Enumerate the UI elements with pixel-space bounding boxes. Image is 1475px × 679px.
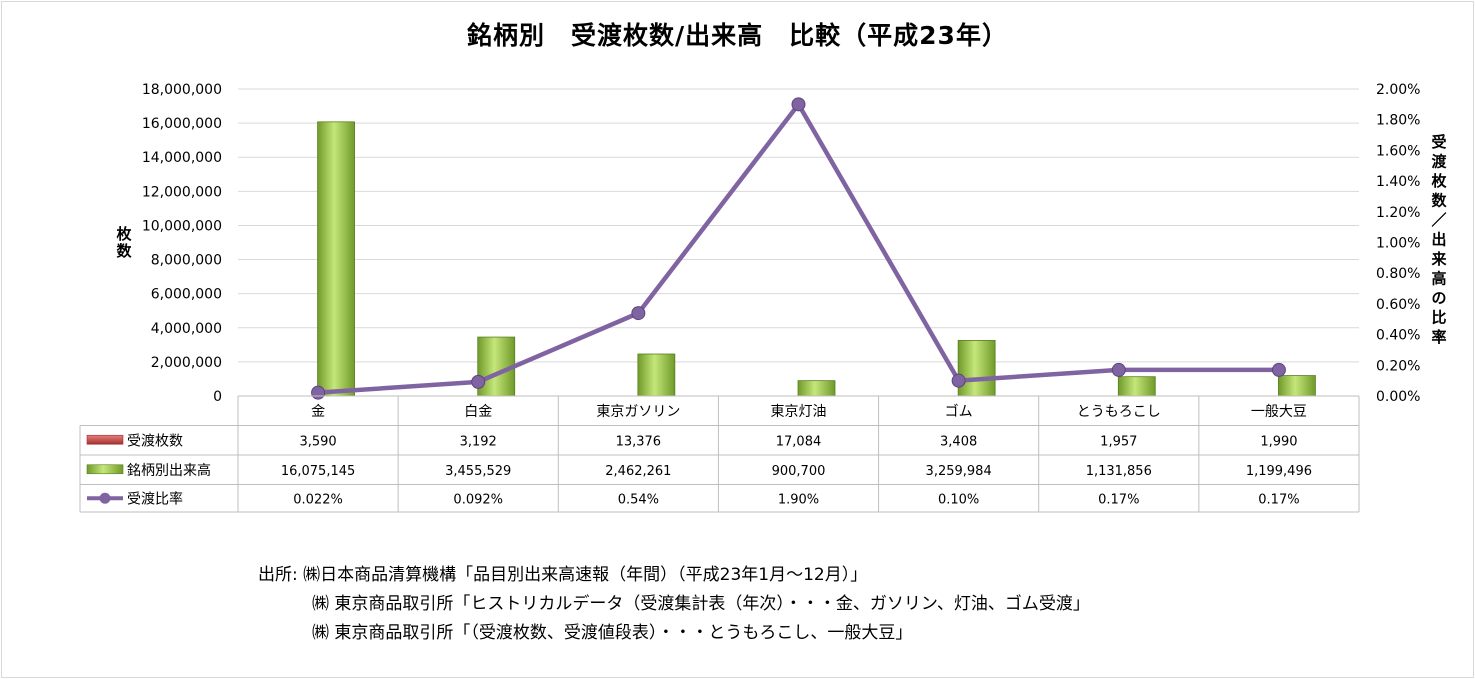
- y-tick-label: 0: [213, 389, 222, 405]
- y-tick-label: 8,000,000: [151, 253, 222, 269]
- data-label: 3,192: [460, 434, 497, 449]
- y-tick-label: 4,000,000: [151, 321, 222, 337]
- y2-axis-title-char: 渡: [1431, 153, 1447, 171]
- y2-axis-title-char: 来: [1430, 250, 1447, 268]
- y2-axis-title-char: の: [1431, 289, 1446, 307]
- bar-volume: [637, 353, 676, 397]
- category-label: 東京灯油: [771, 404, 827, 420]
- data-label: 2,462,261: [605, 464, 671, 479]
- category-label: 金: [311, 404, 325, 420]
- y2-tick-label: 0.00%: [1376, 389, 1420, 405]
- category-label: 一般大豆: [1251, 404, 1307, 420]
- legend-label: 受渡比率: [127, 490, 183, 507]
- legend-key-marker: [99, 492, 111, 504]
- data-label: 16,075,145: [281, 464, 355, 479]
- bar-volume: [957, 339, 996, 397]
- y2-tick-label: 0.40%: [1376, 328, 1420, 344]
- source-line-3: ㈱ 東京商品取引所「（受渡枚数、受渡値段表）・・・とうもろこし、一般大豆」: [312, 623, 913, 643]
- data-label: 0.022%: [293, 492, 343, 507]
- bar-volume: [797, 380, 836, 397]
- y-tick-label: 2,000,000: [151, 355, 222, 371]
- y2-axis-title-char: 受: [1431, 133, 1446, 151]
- data-label: 13,376: [616, 434, 662, 449]
- point-ratio: [1111, 362, 1126, 377]
- category-label: 白金: [464, 404, 492, 420]
- y2-tick-label: 2.00%: [1376, 82, 1420, 98]
- line-ratio: [317, 102, 1279, 395]
- y-tick-label: 18,000,000: [142, 82, 222, 98]
- data-label: 1,199,496: [1246, 464, 1312, 479]
- data-label: 1,990: [1260, 434, 1297, 449]
- point-ratio: [1271, 362, 1286, 377]
- y2-tick-label: 0.80%: [1376, 266, 1420, 282]
- y-tick-label: 16,000,000: [142, 116, 222, 132]
- y2-tick-label: 1.40%: [1376, 174, 1420, 190]
- y2-axis-title-char: ／: [1431, 211, 1446, 229]
- point-ratio: [951, 373, 966, 388]
- category-label: 東京ガソリン: [596, 404, 680, 420]
- legend-label: 受渡枚数: [127, 433, 183, 449]
- y2-tick-label: 1.80%: [1376, 113, 1420, 129]
- data-label: 900,700: [772, 464, 826, 479]
- y2-axis-title-char: 高: [1431, 270, 1446, 288]
- data-label: 1,957: [1100, 434, 1137, 449]
- y2-axis-title-char: 数: [1431, 192, 1447, 210]
- chart-title: 銘柄別 受渡枚数/出来高 比較（平成23年）: [467, 21, 1008, 50]
- bar-volume: [1117, 376, 1156, 397]
- y2-tick-label: 1.20%: [1376, 205, 1420, 221]
- y-tick-label: 6,000,000: [151, 287, 222, 303]
- point-ratio: [791, 97, 806, 112]
- y2-tick-label: 0.60%: [1376, 297, 1420, 313]
- legend-label: 銘柄別出来高: [127, 462, 211, 479]
- data-label: 3,455,529: [445, 464, 511, 479]
- y-axis-title-char: 数: [116, 242, 132, 260]
- data-label: 0.17%: [1098, 492, 1139, 507]
- y2-axis-title-char: 率: [1431, 328, 1446, 346]
- y2-tick-label: 0.20%: [1376, 358, 1420, 374]
- data-label: 1,131,856: [1086, 464, 1152, 479]
- data-label: 1.90%: [778, 492, 819, 507]
- y-tick-label: 10,000,000: [142, 218, 222, 234]
- category-label: とうもろこし: [1077, 404, 1161, 420]
- y2-axis-title-char: 比: [1431, 309, 1446, 327]
- y2-tick-label: 1.60%: [1376, 143, 1420, 159]
- data-label: 0.17%: [1258, 492, 1299, 507]
- y2-axis-title-char: 出: [1431, 231, 1446, 249]
- point-ratio: [311, 385, 326, 400]
- data-label: 0.092%: [453, 492, 503, 507]
- point-ratio: [631, 306, 646, 321]
- y-tick-label: 12,000,000: [142, 184, 222, 200]
- data-label: 3,590: [299, 434, 336, 449]
- source-line-1: 出所: ㈱日本商品清算機構「品目別出来高速報（年間）（平成23年1月～12月）」: [258, 565, 868, 585]
- data-label: 0.54%: [618, 492, 659, 507]
- point-ratio: [471, 374, 486, 389]
- source-line-2: ㈱ 東京商品取引所「ヒストリカルデータ（受渡集計表（年次）・・・金、ガソリン、灯…: [312, 594, 1090, 614]
- y-axis-title-char: 枚: [116, 225, 132, 243]
- category-label: ゴム: [945, 403, 973, 420]
- data-label: 0.10%: [938, 492, 979, 507]
- data-label: 17,084: [776, 434, 822, 449]
- bar-volume: [1278, 375, 1316, 397]
- y2-tick-label: 1.00%: [1376, 236, 1420, 252]
- legend-key: [86, 464, 124, 475]
- y2-axis-title-char: 枚: [1431, 172, 1447, 190]
- bar-volume: [317, 121, 355, 397]
- legend-key: [86, 434, 124, 445]
- data-label: 3,259,984: [926, 464, 992, 479]
- y-tick-label: 14,000,000: [142, 150, 222, 166]
- data-label: 3,408: [940, 434, 977, 449]
